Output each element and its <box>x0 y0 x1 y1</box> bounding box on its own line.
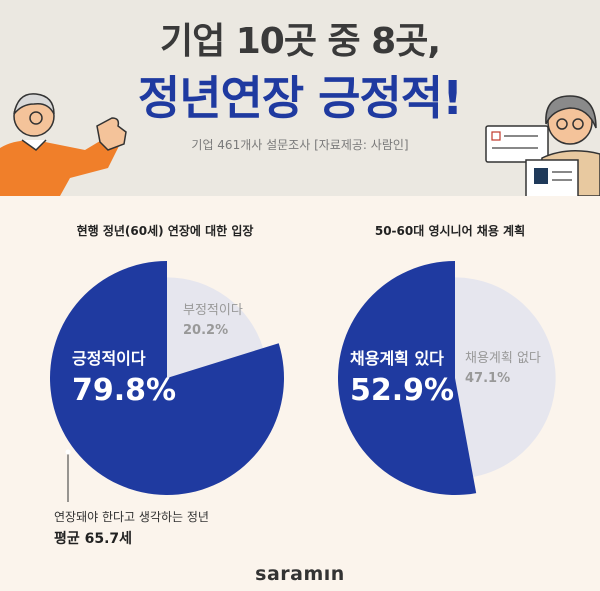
chart2-slice-no-plan <box>455 277 556 477</box>
chart1-secondary-value: 20.2% <box>183 323 228 338</box>
chart1-slice-positive <box>50 261 284 495</box>
chart1-main-label: 긍정적이다 <box>72 349 146 368</box>
chart2-main-label: 채용계획 있다 <box>350 349 444 368</box>
woman-illustration <box>485 95 600 196</box>
headline-line1: 기업 10곳 중 8곳, <box>159 21 441 62</box>
chart1-secondary-label: 부정적이다 <box>183 303 243 318</box>
chart2-secondary-value: 47.1% <box>465 371 510 386</box>
chart1-main-value: 79.8% <box>72 373 176 408</box>
chart2-slice-has-plan <box>338 261 477 495</box>
headline-line2: 정년연장 긍정적! <box>137 71 463 125</box>
average-retirement-age: 평균 65.7세 <box>54 531 133 547</box>
header-banner: 기업 10곳 중 8곳, 정년연장 긍정적! 기업 461개사 설문조사 [자료… <box>0 0 600 196</box>
retirement-age-note: 연장돼야 한다고 생각하는 정년 <box>54 510 209 524</box>
saramin-logo: saramın <box>0 563 600 585</box>
chart1-slice-negative <box>167 277 264 378</box>
man-illustration <box>0 93 127 196</box>
pie-charts: 긍정적이다 79.8% 부정적이다 20.2% 채용계획 있다 52.9% 채용계획 없다 4… <box>50 261 556 502</box>
chart2-main-value: 52.9% <box>350 373 454 408</box>
note-pointer-dot <box>65 449 71 455</box>
subtitle-source: 기업 461개사 설문조사 [자료제공: 사람인] <box>191 138 409 152</box>
chart2-title: 50-60대 영시니어 채용 계획 <box>374 224 526 238</box>
chart1-title: 현행 정년(60세) 연장에 대한 입장 <box>76 224 254 238</box>
chart2-secondary-label: 채용계획 없다 <box>465 351 541 366</box>
logo-text: saramın <box>255 563 345 585</box>
